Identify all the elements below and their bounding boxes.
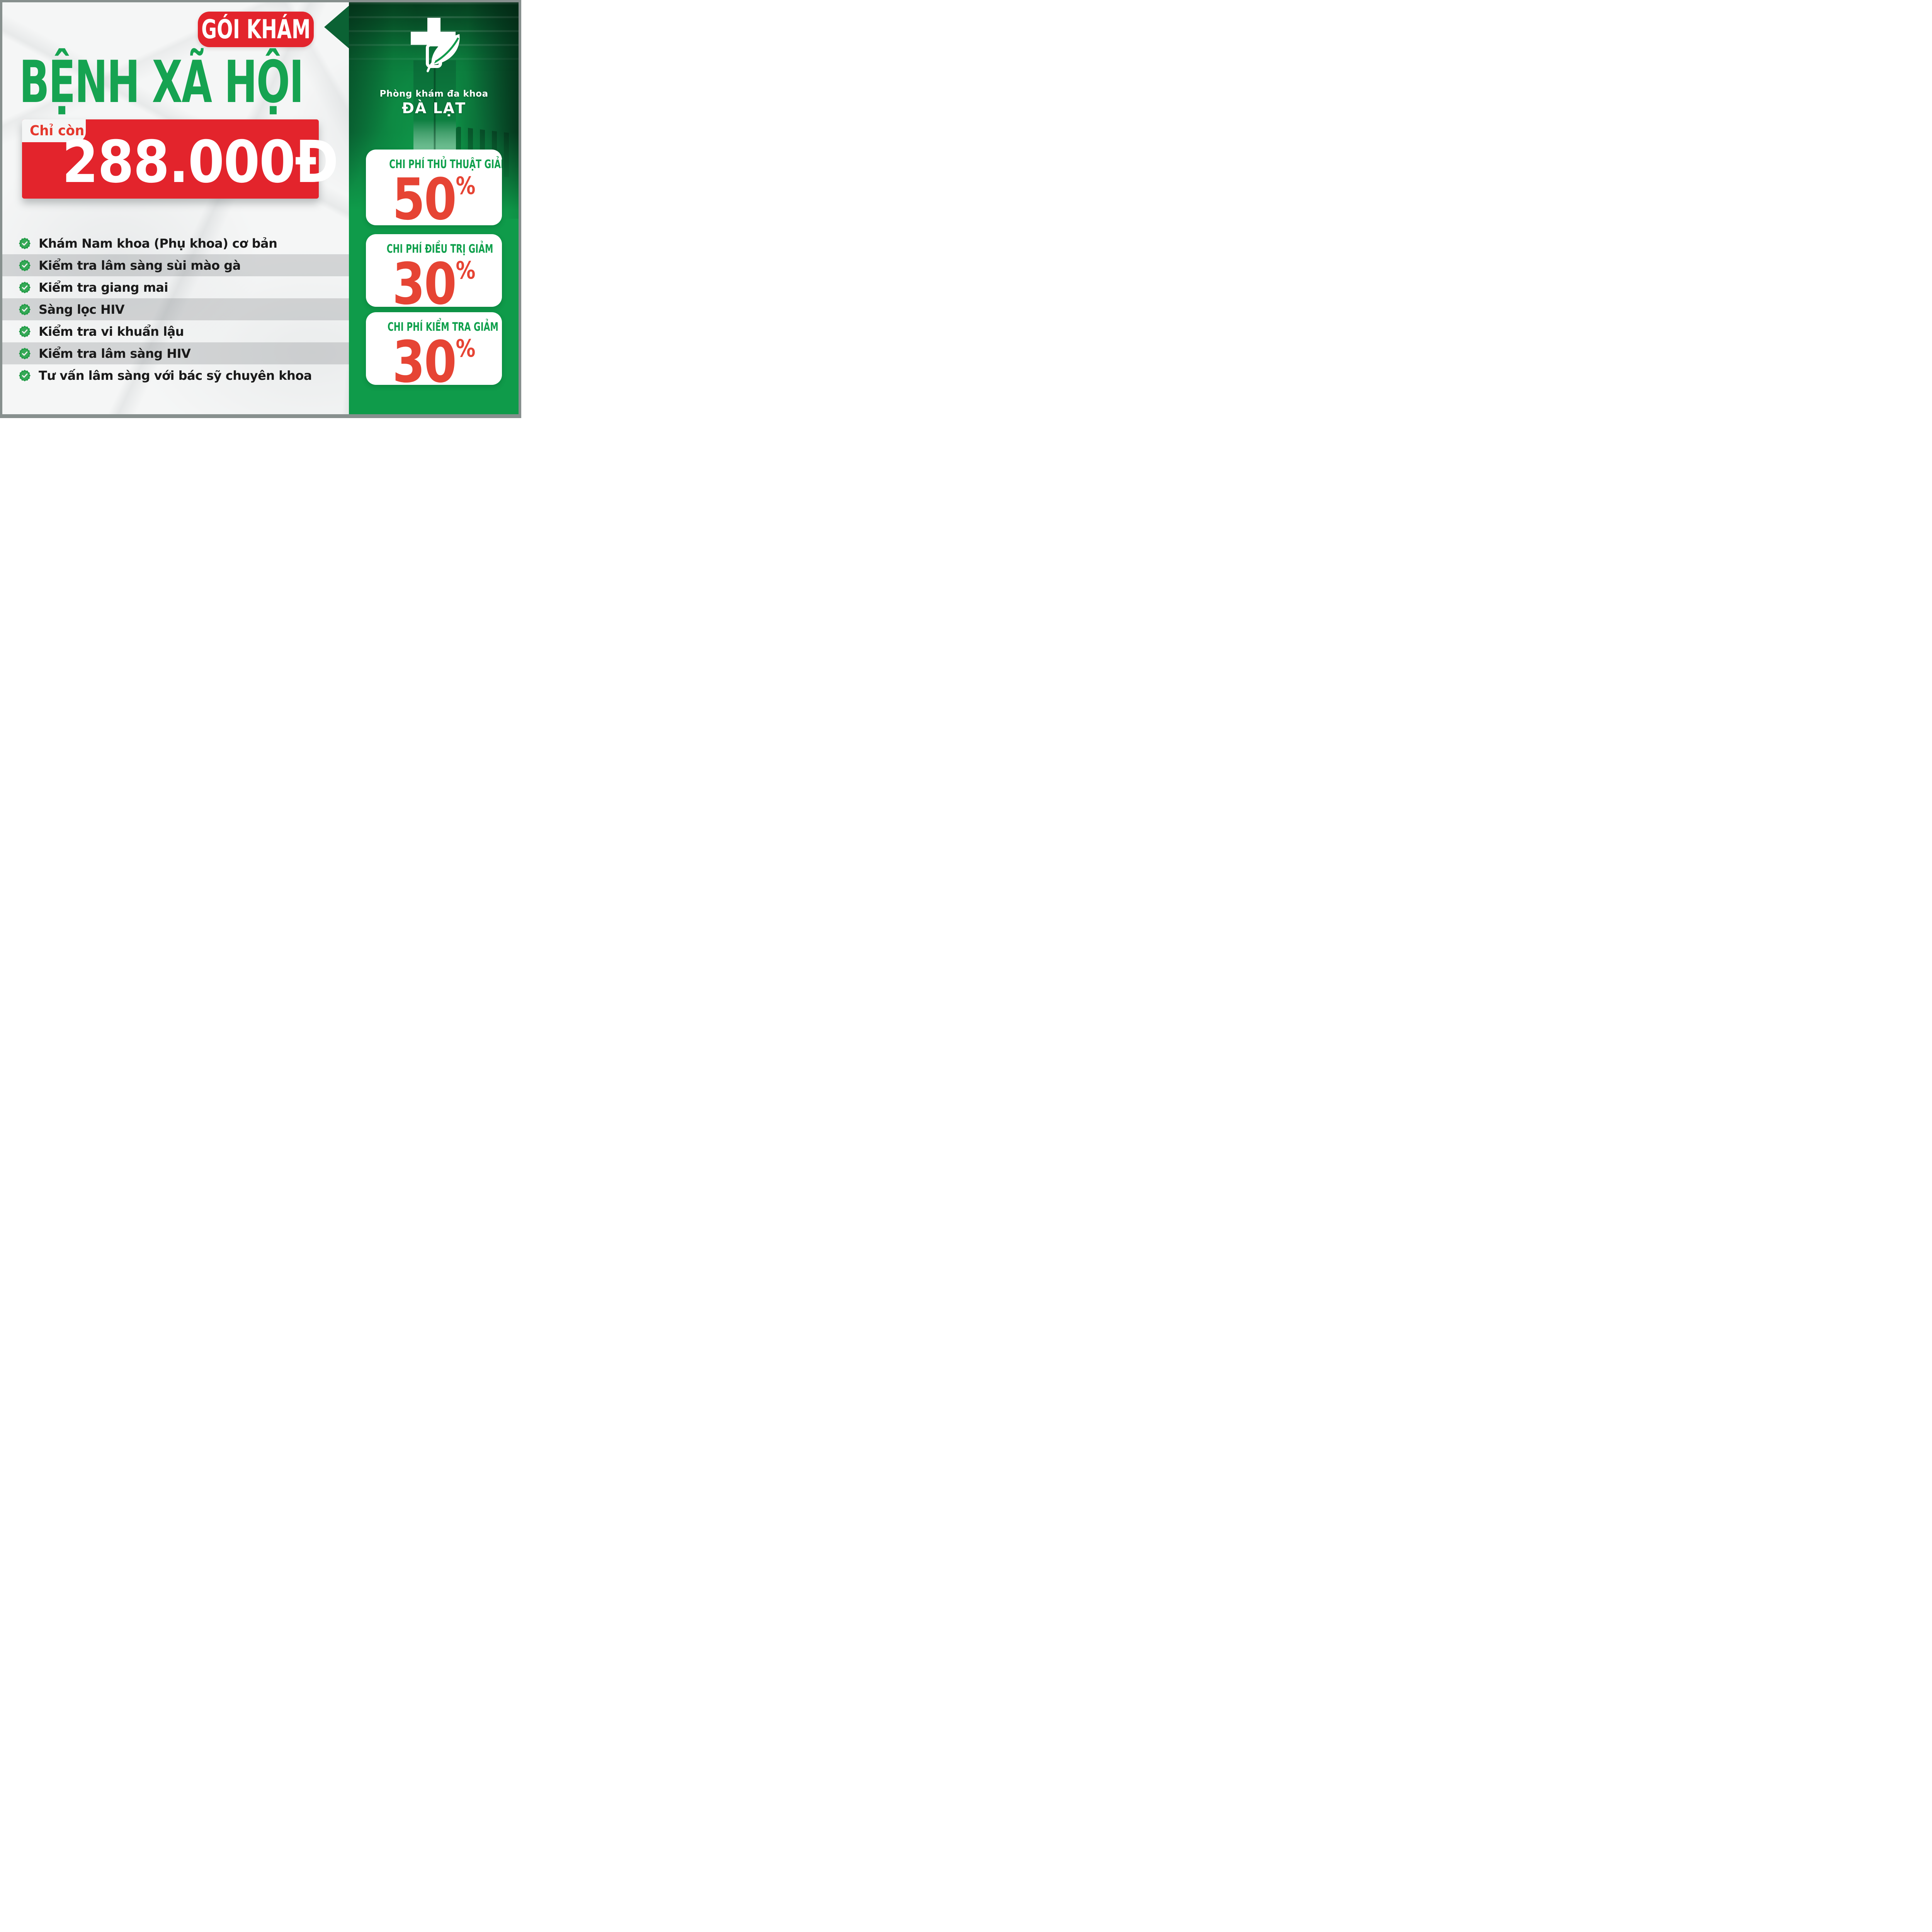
clinic-type: Phòng khám đa khoa [379,89,488,99]
promo-poster: GÓI KHÁM BỆNH XÃ HỘI Chỉ còn 288.000Đ Kh… [0,0,521,418]
checklist-item: Kiểm tra giang mai [2,276,349,298]
offer-title: CHI PHÍ THỦ THUẬT GIẢM [389,158,502,171]
seal-check-icon [19,259,31,271]
seal-check-icon [19,281,31,293]
checklist-item: Sàng lọc HIV [2,298,349,320]
price-amount: 288.000Đ [62,129,338,196]
package-badge: GÓI KHÁM [198,12,314,47]
arrow-left-icon [324,5,349,49]
offer-title: CHI PHÍ ĐIỀU TRỊ GIẢM [386,242,493,256]
checklist-item: Khám Nam khoa (Phụ khoa) cơ bản [2,232,349,254]
offer-card: CHI PHÍ ĐIỀU TRỊ GIẢM 30% [366,234,502,307]
clinic-logo [407,16,461,94]
seal-check-icon [19,237,31,249]
price-banner: Chỉ còn 288.000Đ [22,119,338,199]
seal-check-icon [19,369,31,381]
offer-card: CHI PHÍ THỦ THUẬT GIẢM 50% [366,150,502,225]
price-label-tab: Chỉ còn [22,119,86,142]
paper-background: GÓI KHÁM BỆNH XÃ HỘI Chỉ còn 288.000Đ Kh… [2,2,519,414]
cross-leaf-icon [411,18,460,72]
offer-card: CHI PHÍ KIỂM TRA GIẢM 30% [366,312,502,385]
price-label: Chỉ còn [30,123,85,139]
offer-value: 50% [392,166,476,225]
clinic-name: ĐÀ LẠT [401,100,466,117]
checklist-item: Kiểm tra vi khuẩn lậu [2,320,349,342]
offer-value: 30% [392,329,476,385]
offer-title: CHI PHÍ KIỂM TRA GIẢM [387,320,498,334]
checklist-item: Kiểm tra lâm sàng HIV [2,342,349,364]
sidebar: Phòng khám đa khoa ĐÀ LẠT CHI PHÍ THỦ TH… [349,2,519,414]
poster-title: BỆNH XÃ HỘI [19,49,304,116]
package-badge-label: GÓI KHÁM [201,14,311,45]
seal-check-icon [19,347,31,359]
seal-check-icon [19,303,31,315]
checklist-item: Kiểm tra lâm sàng sùi mào gà [2,254,349,276]
checklist-item: Tư vấn lâm sàng với bác sỹ chuyên khoa [2,364,349,386]
seal-check-icon [19,325,31,337]
offer-value: 30% [392,251,476,307]
